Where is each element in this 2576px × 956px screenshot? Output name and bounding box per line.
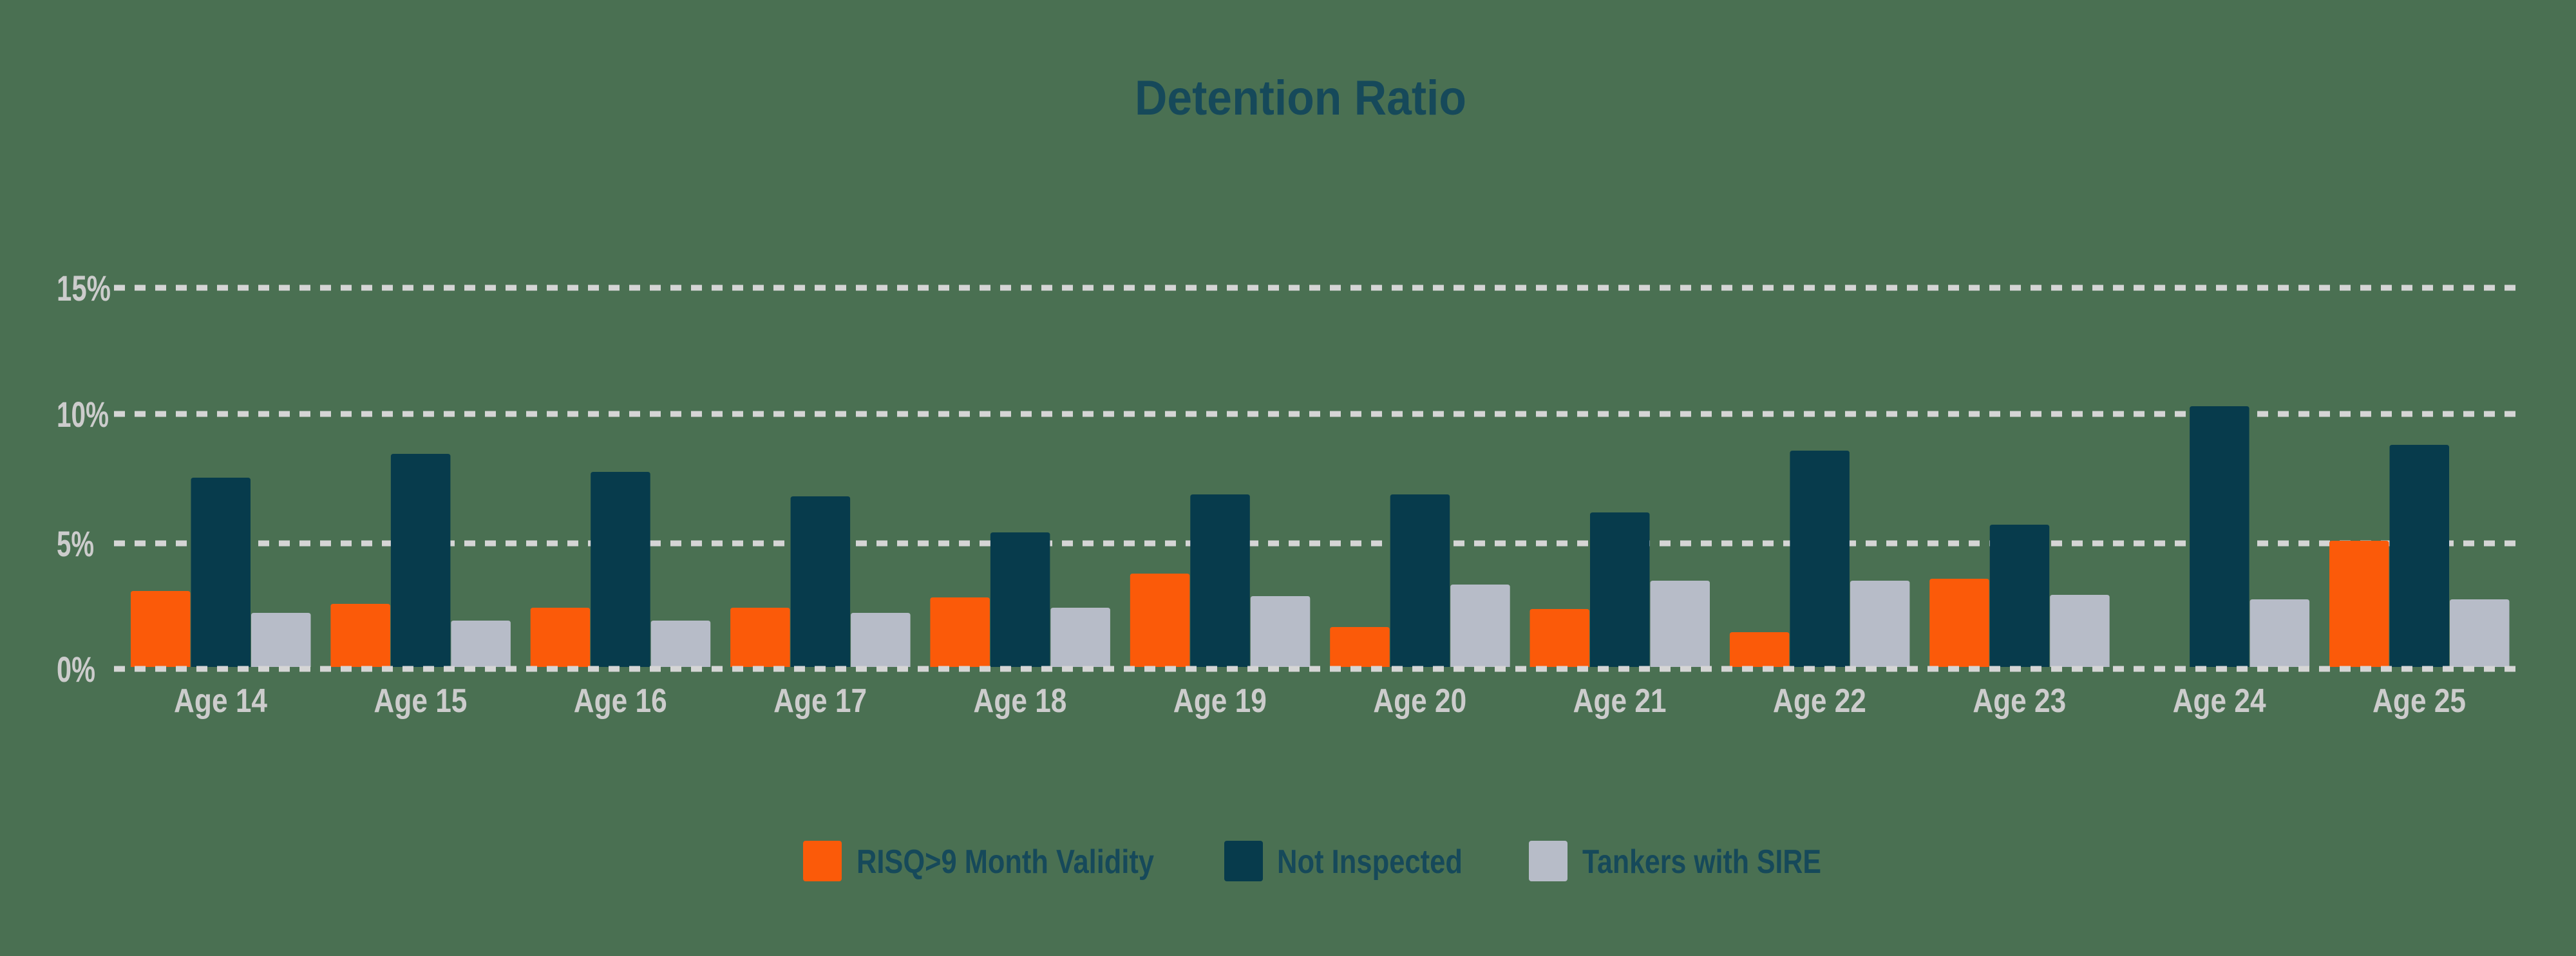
svg-text:Age 23: Age 23	[1973, 682, 2066, 720]
svg-text:5%: 5%	[57, 523, 94, 564]
svg-text:0%: 0%	[57, 649, 95, 689]
svg-text:10%: 10%	[57, 394, 109, 435]
svg-text:Age 15: Age 15	[374, 682, 467, 720]
svg-text:Age 18: Age 18	[973, 682, 1066, 720]
svg-text:Age 21: Age 21	[1573, 682, 1667, 720]
svg-text:Age 17: Age 17	[773, 682, 867, 720]
svg-text:Tankers with SIRE: Tankers with SIRE	[1582, 843, 1821, 881]
svg-text:Age 14: Age 14	[174, 682, 267, 720]
svg-text:15%: 15%	[57, 268, 111, 308]
svg-text:Age 19: Age 19	[1173, 682, 1267, 720]
svg-text:Age 16: Age 16	[574, 682, 667, 720]
svg-text:Detention Ratio: Detention Ratio	[1135, 71, 1466, 126]
svg-text:Age 22: Age 22	[1773, 682, 1866, 720]
svg-text:RISQ>9 Month Validity: RISQ>9 Month Validity	[857, 843, 1154, 881]
svg-text:Age 25: Age 25	[2372, 682, 2466, 720]
svg-text:Age 20: Age 20	[1373, 682, 1466, 720]
svg-text:Not Inspected: Not Inspected	[1277, 843, 1463, 881]
svg-text:Age 24: Age 24	[2173, 682, 2266, 720]
